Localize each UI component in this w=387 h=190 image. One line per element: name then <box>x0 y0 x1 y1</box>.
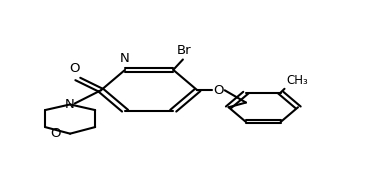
Text: Br: Br <box>176 44 191 57</box>
Text: N: N <box>65 98 75 111</box>
Text: O: O <box>50 127 60 140</box>
Text: N: N <box>120 52 130 65</box>
Text: O: O <box>70 62 80 75</box>
Text: CH₃: CH₃ <box>286 74 308 87</box>
Text: O: O <box>213 84 224 97</box>
